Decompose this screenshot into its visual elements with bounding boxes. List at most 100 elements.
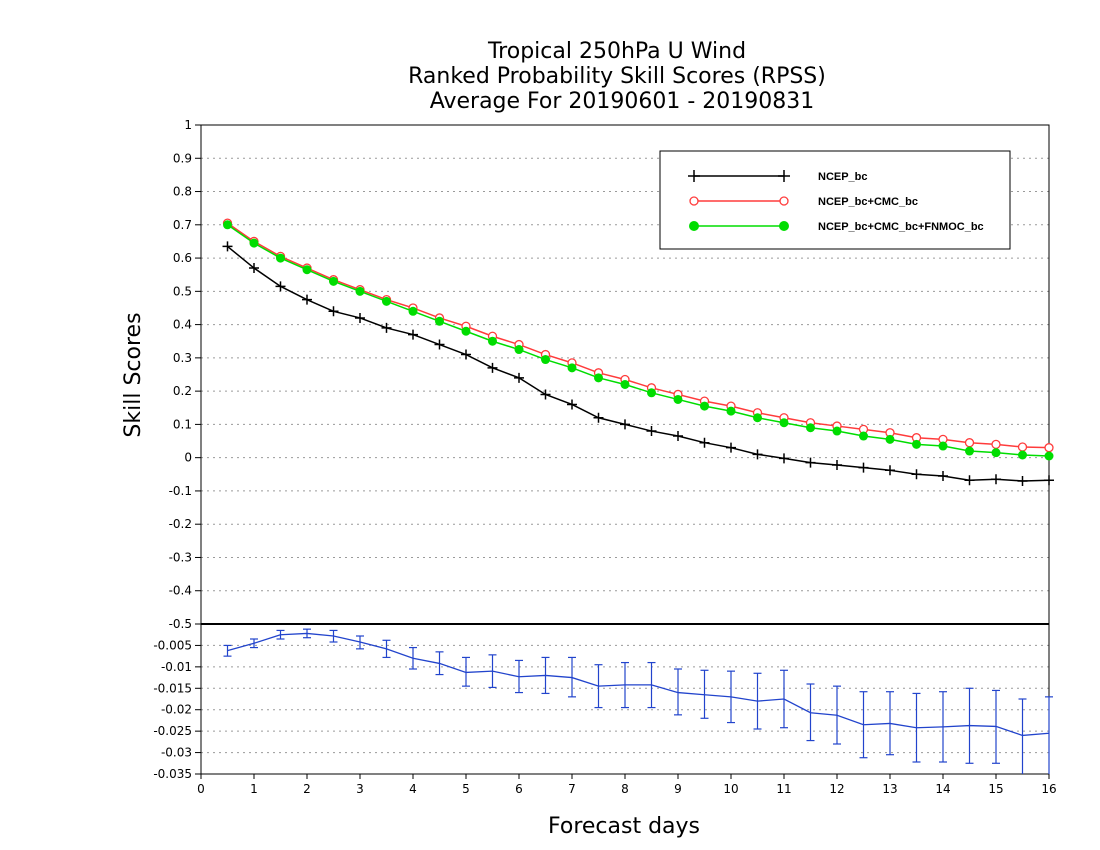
legend-marker-ncep-cmc-right (779, 196, 789, 206)
legend-marker-ncep-cmc-fnmoc-left (689, 221, 699, 231)
x-tick-label: 13 (882, 782, 897, 796)
series-point-plus (540, 389, 551, 400)
bottom-y-tick-label: -0.01 (161, 660, 192, 674)
series-point-filled-circle (249, 238, 259, 248)
top-y-tick-label: 0.8 (173, 185, 192, 199)
series-point-plus (752, 449, 763, 460)
series-point-plus (434, 339, 445, 350)
series-point-filled-circle (806, 423, 815, 433)
top-y-tick-label: 0 (184, 451, 192, 465)
series-point-plus (487, 362, 498, 373)
series-point-plus (938, 470, 948, 481)
x-tick-label: 14 (935, 782, 950, 796)
x-tick-label: 7 (568, 782, 576, 796)
series-line-1 (227, 222, 1050, 449)
bottom-y-tick-label: -0.005 (153, 638, 192, 652)
series-point-plus (911, 469, 922, 480)
x-tick-label: 0 (197, 782, 205, 796)
series-point-plus (620, 419, 630, 430)
top-y-tick-label: 1 (184, 118, 192, 132)
x-tick-label: 9 (674, 782, 682, 796)
chart-title-line-3: Average For 20190601 - 20190831 (430, 89, 815, 114)
x-tick-label: 11 (776, 782, 791, 796)
bottom-y-axis-ticks: -0.005 -0.01 -0.015 -0.02 -0.025 -0.03 -0.035 (153, 638, 201, 781)
series-point-plus (381, 322, 392, 333)
series-point-filled-circle (1018, 450, 1027, 460)
x-tick-label: 5 (462, 782, 470, 796)
series-point-filled-circle (991, 448, 1001, 458)
top-y-axis-ticks: 1 0.9 0.8 0.7 0.6 0.5 0.4 0.3 0.2 0.1 0 -0.1 -0.2 -0.… (169, 118, 201, 631)
top-y-tick-label: 0.4 (173, 318, 192, 332)
bottom-panel-difference (223, 628, 1053, 774)
series-point-open-circle (991, 439, 1001, 450)
series-point-filled-circle (938, 441, 948, 451)
top-y-tick-label: 0.6 (173, 251, 192, 265)
legend-marker-ncep-cmc-fnmoc-right (779, 221, 789, 231)
series-point-plus (593, 412, 604, 423)
bottom-y-tick-label: -0.025 (153, 724, 192, 738)
series-point-filled-circle (912, 439, 921, 449)
series-point-open-circle (964, 438, 975, 448)
top-y-tick-label: -0.4 (169, 584, 192, 598)
series-point-plus (832, 459, 842, 470)
y-axis-label: Skill Scores (121, 312, 146, 437)
series-point-filled-circle (408, 306, 418, 316)
x-tick-label: 16 (1041, 782, 1056, 796)
top-y-tick-label: -0.1 (169, 484, 192, 498)
series-point-plus (514, 372, 524, 383)
series-point-filled-circle (832, 426, 842, 436)
series-point-filled-circle (885, 434, 895, 444)
top-y-tick-label: 0.1 (173, 417, 192, 431)
bottom-y-tick-label: -0.015 (153, 681, 192, 695)
top-y-tick-label: 0.5 (173, 284, 192, 298)
series-point-plus (1017, 475, 1028, 486)
series-point-open-circle (1044, 443, 1054, 453)
legend-label-ncep-cmc: NCEP_bc+CMC_bc (818, 196, 918, 208)
legend-marker-ncep (688, 170, 790, 182)
x-tick-label: 15 (988, 782, 1003, 796)
difference-line (227, 632, 1050, 737)
legend-box (659, 150, 1011, 250)
series-point-filled-circle (859, 431, 868, 441)
chart-title-line-1: Tropical 250hPa U Wind (487, 39, 746, 64)
series-point-filled-circle (223, 220, 232, 230)
series-line-2 (227, 224, 1050, 457)
series-point-plus (805, 457, 816, 468)
bottom-y-tick-label: -0.03 (161, 746, 192, 760)
legend-marker-ncep-cmc-left (689, 196, 699, 206)
legend-label-ncep: NCEP_bc (818, 171, 868, 183)
series-point-filled-circle (753, 413, 762, 423)
series-point-filled-circle (620, 379, 630, 389)
x-tick-label: 2 (303, 782, 311, 796)
series-point-plus (328, 306, 339, 317)
series-point-filled-circle (726, 406, 736, 416)
x-tick-label: 4 (409, 782, 417, 796)
x-axis-label: Forecast days (548, 814, 700, 839)
series-point-filled-circle (461, 326, 471, 336)
top-y-tick-label: 0.7 (173, 218, 192, 232)
series-point-filled-circle (329, 276, 338, 286)
series-point-filled-circle (965, 446, 974, 456)
series-point-filled-circle (673, 394, 683, 404)
series-point-filled-circle (541, 355, 550, 365)
bottom-y-tick-label: -0.035 (153, 767, 192, 781)
series-point-plus (991, 474, 1001, 485)
series-point-filled-circle (514, 345, 524, 355)
series-point-plus (355, 312, 365, 323)
series-point-filled-circle (488, 336, 497, 346)
bottom-y-tick-label: -0.02 (161, 703, 192, 717)
series-point-open-circle (1017, 442, 1028, 452)
series-point-filled-circle (382, 296, 391, 306)
top-y-tick-label: 0.3 (173, 351, 192, 365)
x-tick-label: 8 (621, 782, 629, 796)
series-point-filled-circle (1044, 451, 1054, 461)
series-point-filled-circle (647, 388, 656, 398)
series-point-plus (249, 263, 259, 274)
series-line-0 (227, 245, 1050, 482)
series-point-plus (885, 465, 895, 476)
chart-title-line-2: Ranked Probability Skill Scores (RPSS) (408, 64, 826, 89)
top-y-tick-label: -0.5 (169, 617, 192, 631)
series-point-plus (726, 442, 736, 453)
top-y-tick-label: -0.3 (169, 550, 192, 564)
